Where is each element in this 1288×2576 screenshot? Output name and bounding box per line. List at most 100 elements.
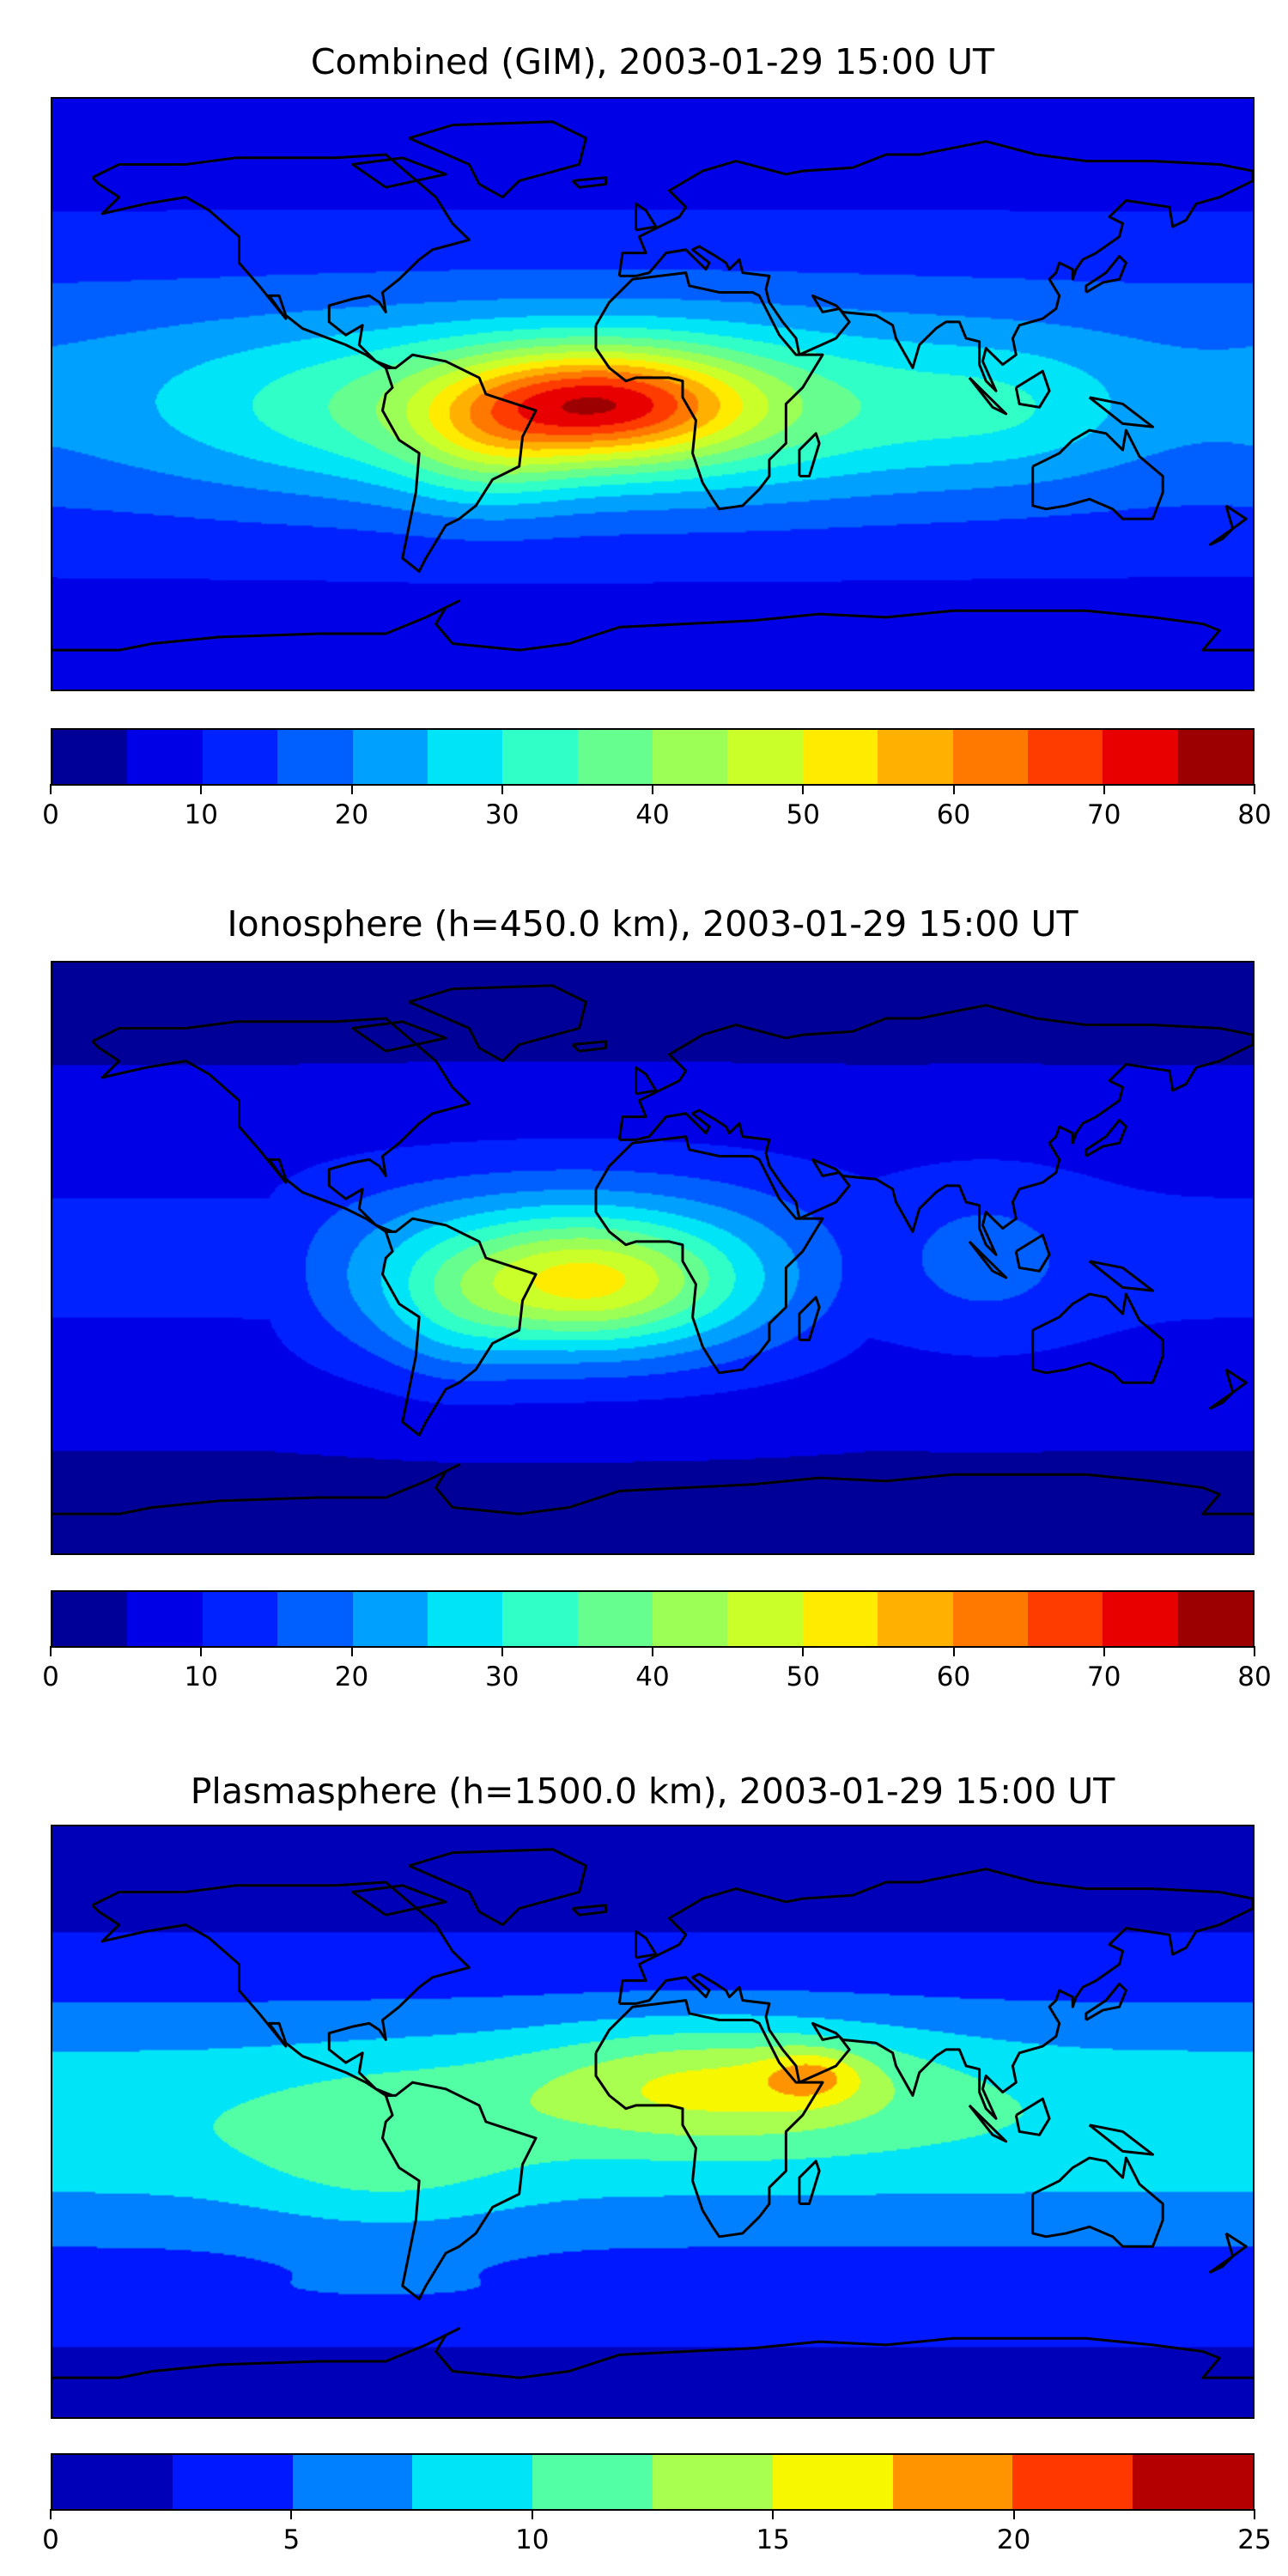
tick-label: 0: [42, 2524, 59, 2555]
colorbar-segment: [127, 1592, 203, 1646]
colorbar-ticks-ionosphere: 0 10 20 30 40 50 60 70 80: [42, 1646, 1272, 1698]
coastline: [571, 1040, 608, 1053]
colorbar-segment: [52, 1592, 128, 1646]
colorbar-segment: [1103, 1592, 1178, 1646]
colorbar-segment: [202, 1592, 278, 1646]
coastline: [1031, 428, 1164, 520]
tick-label: 40: [635, 799, 670, 830]
panel-title-ionosphere: Ionosphere (h=450.0 km), 2003-01-29 15:0…: [227, 903, 1078, 945]
coastline: [1208, 1391, 1235, 1411]
colorbar-segment: [892, 2455, 1013, 2509]
colorbar-segment: [1177, 730, 1253, 784]
coastline: [1031, 2156, 1164, 2248]
coastline: [1208, 527, 1235, 547]
colorbar-segment: [577, 1592, 653, 1646]
tick-mark: [501, 784, 503, 794]
tick-label: 15: [756, 2524, 790, 2555]
tick-mark: [50, 784, 52, 794]
colorbar-segment: [577, 730, 653, 784]
tick-mark: [350, 784, 353, 794]
tick-mark: [1012, 2509, 1015, 2519]
coastline: [91, 1017, 471, 1233]
colorbar-segment: [952, 730, 1028, 784]
coastline: [617, 1868, 1253, 2120]
colorbar-segment: [412, 2455, 533, 2509]
coastline: [1014, 2097, 1051, 2136]
coastline: [571, 1904, 608, 1917]
colorbar-combined: [51, 728, 1255, 786]
colorbar-segment: [532, 2455, 653, 2509]
colorbar-ticks-combined: 0 10 20 30 40 50 60 70 80: [42, 784, 1272, 835]
coastlines: [52, 120, 1253, 652]
tick-mark: [1254, 2509, 1255, 2519]
map-plasmasphere: [51, 1825, 1255, 2419]
coastline: [617, 1004, 1253, 1256]
tick-label: 20: [334, 799, 369, 830]
colorbar-segment: [1133, 2455, 1253, 2509]
tec-contour-field: [52, 1826, 1253, 2417]
colorbar-segment: [52, 730, 128, 784]
colorbar-segment: [1012, 2455, 1133, 2509]
colorbar-segment: [1027, 1592, 1103, 1646]
coastline: [594, 1999, 824, 2239]
colorbar-segment: [1177, 1592, 1253, 1646]
coastline: [1088, 2123, 1155, 2156]
colorbar-segment: [653, 730, 728, 784]
colorbar-segment: [652, 2455, 773, 2509]
tick-mark: [952, 1646, 955, 1656]
colorbar-segment: [502, 730, 578, 784]
coastline: [381, 353, 538, 573]
tick-label: 0: [42, 799, 59, 830]
coastline: [968, 2104, 1008, 2143]
coastline: [381, 1217, 538, 1437]
tick-label: 20: [334, 1662, 369, 1692]
coastline: [1031, 1292, 1164, 1384]
tick-label: 60: [936, 799, 971, 830]
tick-label: 5: [283, 2524, 301, 2555]
colorbar-segment: [952, 1592, 1028, 1646]
colorbar-segment: [127, 730, 203, 784]
colorbar-segment: [653, 1592, 728, 1646]
coastline: [91, 1880, 471, 2097]
coastline: [351, 156, 447, 189]
tick-label: 10: [515, 2524, 550, 2555]
tick-mark: [952, 784, 955, 794]
colorbar-segment: [727, 1592, 803, 1646]
tick-mark: [1103, 784, 1105, 794]
coastline: [617, 140, 1253, 392]
coastline: [1084, 1118, 1127, 1157]
coastline: [1014, 369, 1051, 409]
tick-mark: [1254, 1646, 1255, 1656]
colorbar-segment: [52, 2455, 173, 2509]
tick-label: 10: [184, 1662, 218, 1692]
coastline: [1088, 396, 1155, 428]
colorbar-segment: [727, 730, 803, 784]
colorbar-segment: [1103, 730, 1178, 784]
coastline: [1084, 254, 1127, 294]
coastline: [52, 1463, 1253, 1516]
tick-mark: [772, 2509, 775, 2519]
tick-mark: [802, 1646, 805, 1656]
tick-mark: [350, 1646, 353, 1656]
tick-mark: [50, 2509, 52, 2519]
tick-mark: [290, 2509, 293, 2519]
colorbar-plasmasphere: [51, 2453, 1255, 2511]
tick-label: 20: [996, 2524, 1031, 2555]
coastline: [635, 202, 658, 232]
coastline: [1014, 1233, 1051, 1273]
coastline: [968, 376, 1008, 416]
colorbar-segment: [802, 730, 878, 784]
tick-label: 25: [1237, 2524, 1272, 2555]
tick-label: 30: [485, 1662, 519, 1692]
tick-label: 40: [635, 1662, 670, 1692]
colorbar-segment: [802, 1592, 878, 1646]
coastline: [381, 2081, 538, 2300]
colorbar-segment: [352, 1592, 428, 1646]
colorbar-segment: [427, 1592, 503, 1646]
tick-label: 70: [1087, 1662, 1121, 1692]
colorbar-segment: [878, 730, 953, 784]
tick-label: 10: [184, 799, 218, 830]
colorbar-segment: [427, 730, 503, 784]
colorbar-segment: [292, 2455, 413, 2509]
colorbar-segment: [502, 1592, 578, 1646]
